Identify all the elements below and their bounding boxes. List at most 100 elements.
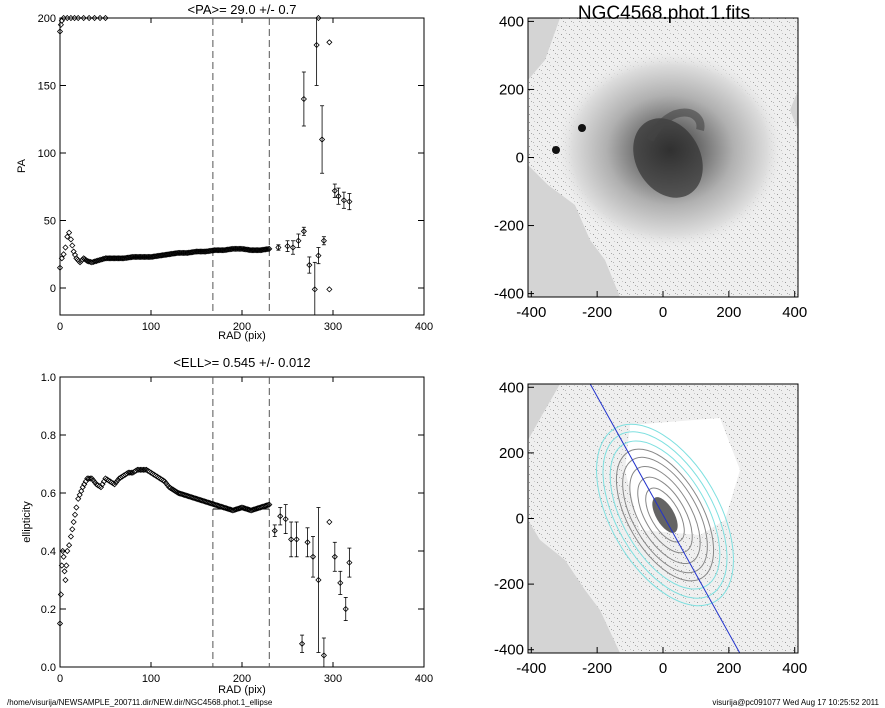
major-axis-line	[589, 384, 741, 653]
image-x-tick-label: -400	[516, 660, 546, 677]
ell-data-point	[73, 504, 80, 511]
ell-data-point	[282, 516, 289, 523]
pa-data-point	[102, 14, 109, 22]
pa-data-point	[56, 264, 64, 271]
pa-data-point	[144, 253, 151, 261]
grey-isophotes	[615, 448, 715, 582]
pa-data-point	[232, 245, 239, 252]
pa-data-point	[315, 252, 322, 259]
pa-data-point	[194, 248, 201, 255]
pa-data-point	[311, 286, 318, 293]
ell-data-point	[288, 536, 295, 543]
pa-data-point	[177, 249, 184, 256]
image-x-tick-label: 0	[659, 304, 667, 321]
ell-y-tick-label: 1.0	[41, 372, 56, 384]
pa-data-point	[66, 229, 73, 236]
pa-data-point	[138, 253, 145, 261]
image-x-tick-label: -200	[582, 304, 612, 321]
pa-data-point	[176, 249, 183, 256]
pa-x-tick-label: 0	[57, 321, 63, 333]
pa-data-point	[266, 245, 273, 252]
image-x-tick-label: 200	[716, 304, 741, 321]
ell-data-point	[87, 475, 94, 482]
pa-data-point	[94, 257, 101, 264]
pa-y-tick-label: 150	[38, 81, 56, 93]
pa-data-point	[137, 253, 144, 261]
ell-data-point	[113, 479, 120, 486]
pa-data-point	[233, 245, 240, 252]
ell-data-point	[75, 495, 82, 502]
pa-x-tick-label: 400	[415, 321, 433, 333]
pa-data-point	[214, 247, 221, 254]
ell-data-point	[70, 518, 77, 526]
pa-data-point	[253, 247, 260, 254]
pa-data-point	[142, 253, 149, 261]
ell-data-point	[61, 568, 68, 575]
pa-data-point	[140, 253, 147, 261]
ell-data-point	[266, 501, 273, 508]
pa-data-point	[106, 255, 113, 262]
image-y-tick-label: -200	[494, 218, 524, 235]
pa-data-point	[96, 14, 104, 22]
pa-data-point	[313, 41, 320, 49]
pa-data-point	[93, 257, 100, 265]
ell-data-point	[271, 527, 278, 534]
pa-data-point	[326, 39, 333, 46]
pa-data-point	[263, 246, 270, 253]
star	[552, 146, 560, 154]
pa-data-point	[84, 257, 91, 265]
ell-data-point	[309, 553, 317, 560]
pa-plot-frame	[59, 17, 425, 316]
ell-data-point	[263, 502, 270, 509]
ell-data-point	[128, 469, 135, 476]
pa-data-point	[229, 245, 236, 252]
spiral-arm	[646, 108, 705, 142]
ell-data-point	[342, 605, 349, 613]
pa-data-point	[132, 253, 139, 261]
image-y-tick-label: 400	[499, 379, 524, 396]
pa-data-point	[57, 21, 64, 28]
ell-x-tick-label: 0	[57, 673, 63, 685]
ell-data-point	[298, 640, 306, 647]
ell-data-point	[114, 477, 121, 484]
pa-data-point	[79, 256, 86, 263]
ell-data-point	[346, 559, 353, 566]
pa-data-point	[248, 247, 255, 254]
pa-data-point	[300, 228, 307, 235]
pa-data-point	[88, 259, 95, 266]
pa-data-point	[331, 187, 338, 194]
ell-y-tick-label: 0.6	[41, 488, 56, 500]
pa-data-point	[116, 255, 123, 262]
pa-data-point	[326, 286, 333, 293]
pa-data-point	[295, 237, 302, 244]
image-y-tick-label: 0	[516, 150, 524, 167]
ell-data-point	[71, 511, 79, 518]
pa-data-point	[67, 236, 74, 243]
pa-data-point	[85, 258, 92, 265]
ell-data-point	[60, 553, 67, 560]
image-y-tick-label: -200	[494, 576, 524, 593]
image-title: NGC4568.phot.1.fits	[578, 3, 750, 24]
pa-data-point	[211, 247, 218, 254]
ell-plot-frame	[59, 376, 425, 668]
pa-y-axis-label: PA	[16, 158, 28, 173]
pa-data-point	[90, 258, 97, 265]
ell-y-axis-label: ellipticity	[21, 501, 33, 543]
pa-data-point	[136, 253, 143, 261]
ell-data-point	[293, 536, 300, 543]
pa-data-point	[251, 247, 259, 254]
pa-data-point	[235, 245, 242, 252]
pa-data-point	[300, 95, 307, 103]
ell-x-tick-label: 300	[324, 673, 342, 685]
pa-data-point	[193, 248, 200, 255]
pa-data-point	[115, 255, 122, 262]
image-y-tick-label: 200	[499, 81, 524, 98]
ell-data-point	[67, 533, 74, 540]
pa-data-point	[80, 14, 87, 22]
pa-plot-title: <PA>= 29.0 +/- 0.7	[188, 2, 297, 17]
ell-x-axis-label: RAD (pix)	[218, 684, 266, 696]
ell-data-point	[69, 526, 76, 533]
ell-data-point	[59, 547, 66, 555]
ell-data-point	[337, 579, 344, 586]
pa-data-point	[60, 251, 67, 258]
